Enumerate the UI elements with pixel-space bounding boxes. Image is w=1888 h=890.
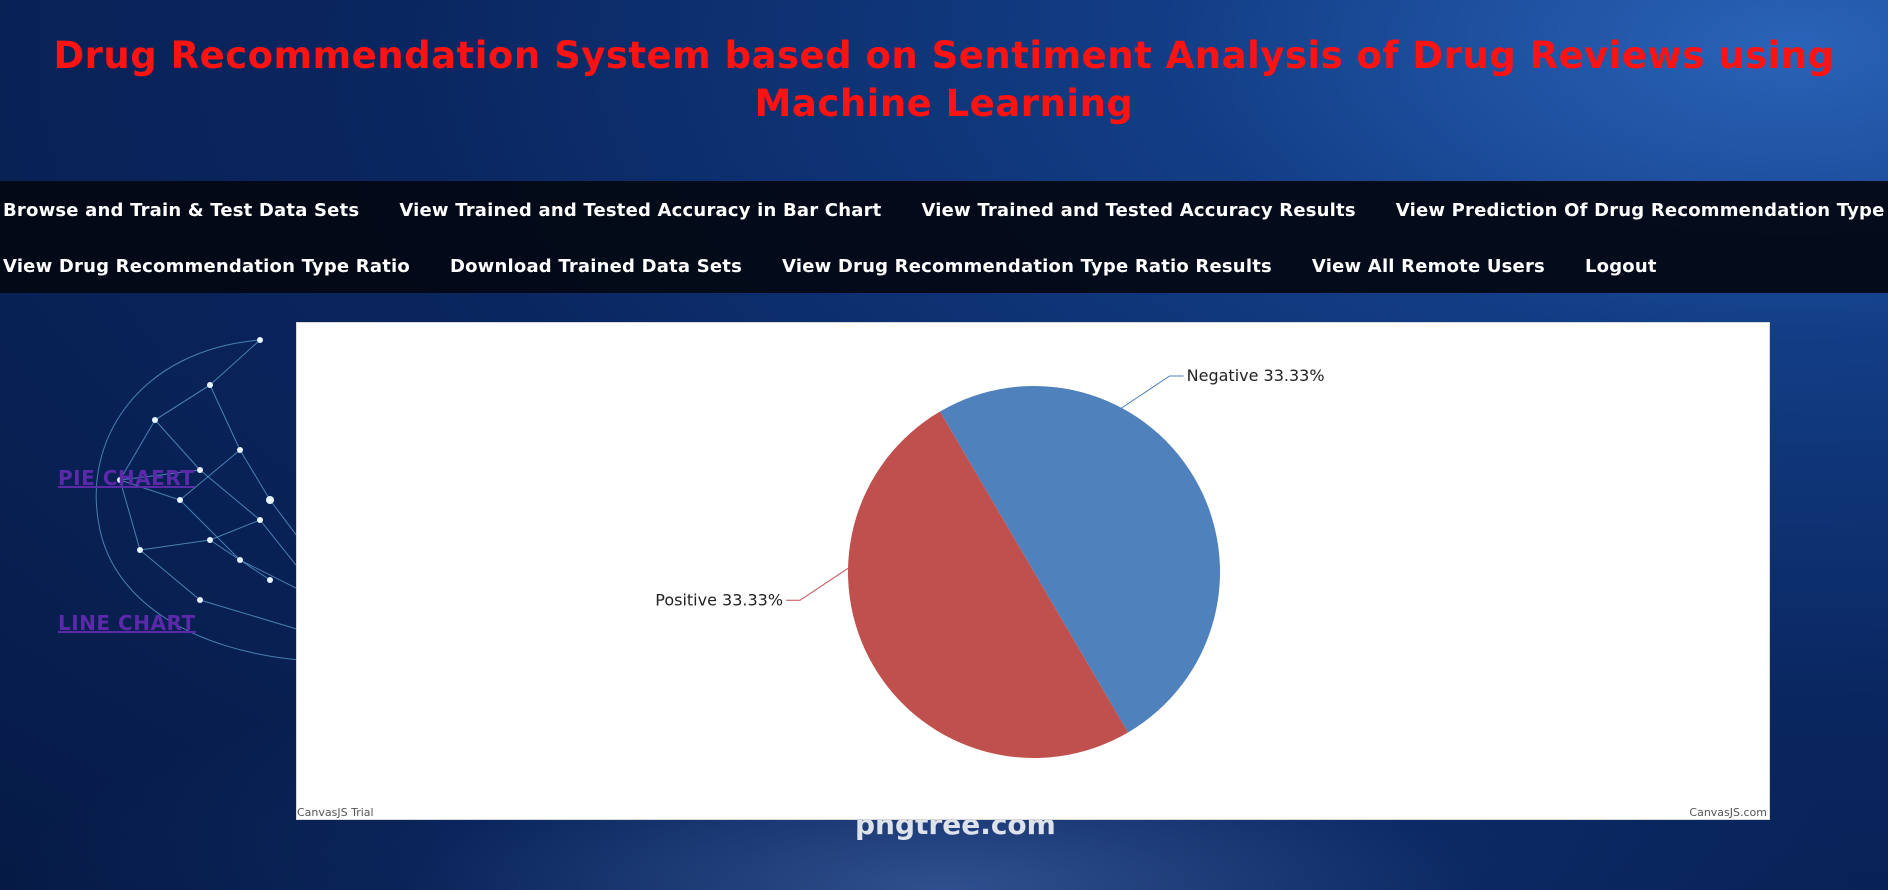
pie-slice-positive[interactable] <box>848 411 1129 758</box>
pie-label-negative: Negative 33.33% <box>1187 366 1325 385</box>
nav-row-1: Browse and Train & Test Data Sets View T… <box>3 196 1885 226</box>
nav-view-drug-recommendation-type-ratio-results[interactable]: View Drug Recommendation Type Ratio Resu… <box>782 256 1272 277</box>
pie-label-positive: Positive 33.33% <box>655 590 783 609</box>
chart-credit-right: CanvasJS.com <box>1689 806 1767 819</box>
nav-row-2: View Drug Recommendation Type Ratio Down… <box>3 252 1657 282</box>
nav-browse-train-test-data-sets[interactable]: Browse and Train & Test Data Sets <box>3 200 360 221</box>
chart-credit-left: CanvasJS Trial <box>297 806 374 819</box>
pie-chart: Negative 33.33% Positive 33.33% <box>655 366 1325 758</box>
pie-leader-line-positive <box>786 567 849 601</box>
nav-view-prediction-drug-recommendation-type[interactable]: View Prediction Of Drug Recommendation T… <box>1395 200 1885 221</box>
main-navigation: Browse and Train & Test Data Sets View T… <box>0 181 1888 293</box>
nav-download-trained-data-sets[interactable]: Download Trained Data Sets <box>449 256 743 277</box>
pie-slice-negative[interactable] <box>939 386 1220 733</box>
nav-view-accuracy-results[interactable]: View Trained and Tested Accuracy Results <box>921 200 1356 221</box>
pie-chart-link[interactable]: PIE CHAERT <box>58 466 195 490</box>
line-chart-link[interactable]: LINE CHART <box>58 611 196 635</box>
nav-logout[interactable]: Logout <box>1584 256 1657 277</box>
nav-view-accuracy-bar-chart[interactable]: View Trained and Tested Accuracy in Bar … <box>399 200 882 221</box>
page-title: Drug Recommendation System based on Sent… <box>53 34 1835 125</box>
nav-view-drug-recommendation-type-ratio[interactable]: View Drug Recommendation Type Ratio <box>3 256 410 277</box>
pie-chart-container: Negative 33.33% Positive 33.33% CanvasJS … <box>296 322 1770 820</box>
nav-view-all-remote-users[interactable]: View All Remote Users <box>1311 256 1545 277</box>
network-globe-graphic <box>95 337 300 661</box>
pie-leader-line-negative <box>1121 375 1184 409</box>
